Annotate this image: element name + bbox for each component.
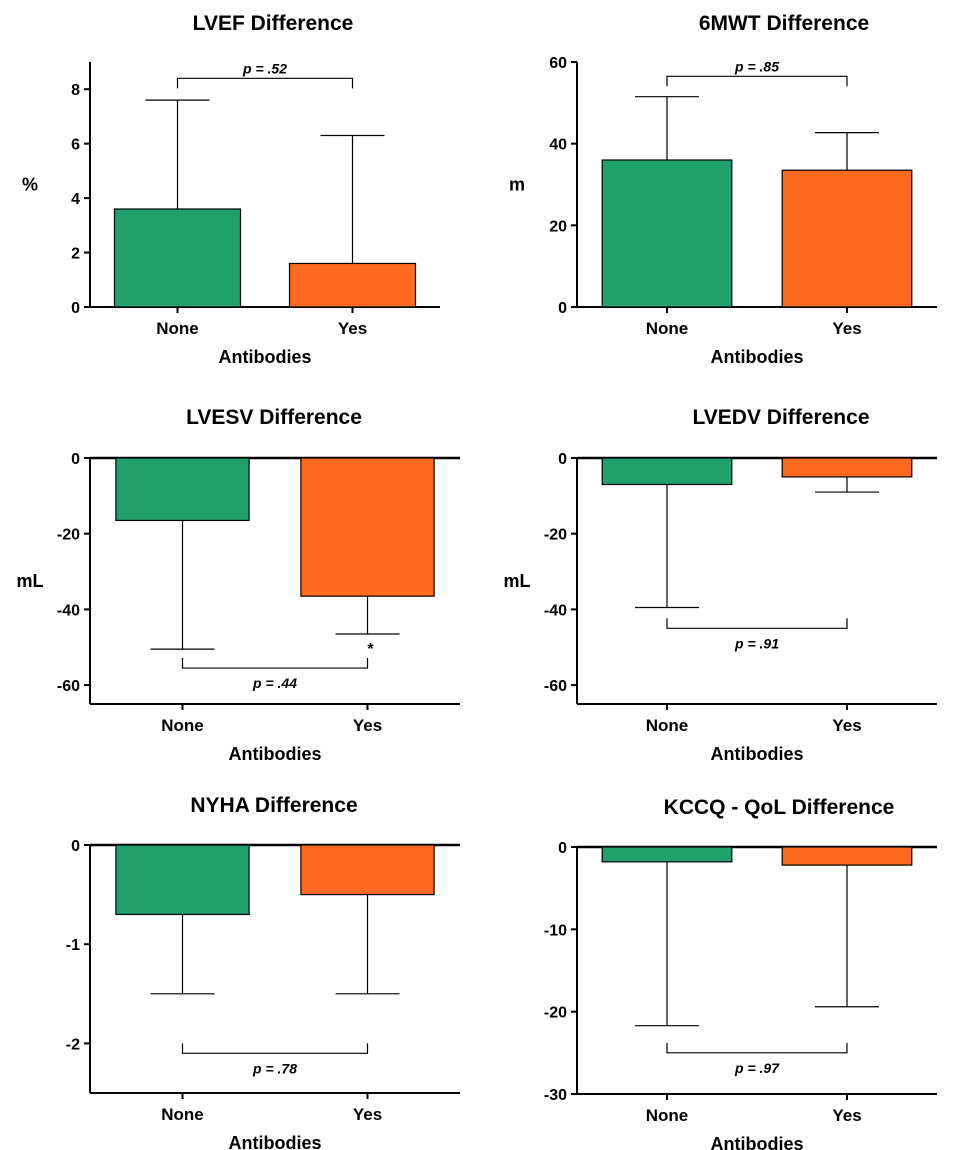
y-tick-label: 20 xyxy=(549,218,567,235)
bar-none xyxy=(115,457,250,522)
bar-yes xyxy=(781,457,913,478)
x-tick-label: None xyxy=(646,1106,689,1125)
p-value-label: p = .44 xyxy=(252,675,297,691)
significance-bracket xyxy=(666,618,848,629)
significance-bracket xyxy=(666,75,848,87)
x-tick-label: None xyxy=(646,319,689,338)
y-tick-label: 40 xyxy=(549,137,567,154)
bar-none xyxy=(113,208,242,308)
y-tick-label: -20 xyxy=(57,527,80,544)
x-tick-label: Yes xyxy=(353,1105,382,1124)
y-tick-label: 0 xyxy=(558,451,567,468)
panel-lvedv: LVEDV Difference 0 -20 -40 -60 None Yes Antibo… xyxy=(477,390,954,770)
y-tick-label: -60 xyxy=(57,678,80,695)
x-axis-title: Antibodies xyxy=(229,744,322,764)
p-value-label: p = .85 xyxy=(734,58,779,74)
bar-chart-kccq: 0 -10 -20 -30 None Yes Antibodies p = .97 xyxy=(544,840,937,1150)
panel-nyha: NYHA Difference 0 -1 -2 None Yes Antibodies p … xyxy=(0,780,477,1150)
bar-yes xyxy=(288,262,417,308)
significance-bracket xyxy=(666,1042,848,1054)
p-value-label: p = .91 xyxy=(734,635,779,651)
bar-yes xyxy=(300,457,435,597)
bar-chart-lvef: 0 2 4 6 8 None Yes Antibodies% p = .52 xyxy=(22,60,440,367)
y-tick-label: -20 xyxy=(544,1005,567,1022)
panel-lvesv: LVESV Difference 0 -20 -40 -60 None Yes Antibo… xyxy=(0,390,477,770)
chart-title: LVESV Difference xyxy=(186,406,362,429)
y-tick-label: -20 xyxy=(544,527,567,544)
y-tick-label: 60 xyxy=(549,55,567,72)
x-axis-title: Antibodies xyxy=(711,744,804,764)
bar-yes xyxy=(781,169,913,308)
bar-yes xyxy=(300,844,435,896)
y-axis-title: mL xyxy=(504,571,531,591)
chart-title: NYHA Difference xyxy=(190,794,358,817)
p-value-label: p = .78 xyxy=(252,1060,297,1076)
chart-title: LVEF Difference xyxy=(192,12,354,35)
x-tick-label: None xyxy=(161,716,204,735)
significance-bracket xyxy=(181,658,369,669)
y-tick-label: -1 xyxy=(66,937,80,954)
panel-6mwt: 6MWT Difference 0 20 40 60 None Yes Antibodies… xyxy=(477,0,954,380)
y-axis-title: m xyxy=(509,175,525,195)
y-tick-label: -40 xyxy=(57,602,80,619)
panel-kccq: KCCQ - QoL Difference 0 -10 -20 -30 None Yes A… xyxy=(477,780,954,1150)
bar-chart-lvesv: 0 -20 -40 -60 None Yes Antibodies mL p = .44 * xyxy=(17,451,460,764)
chart-title: LVEDV Difference xyxy=(692,406,870,429)
y-tick-label: -10 xyxy=(544,922,567,939)
bar-none xyxy=(601,846,733,863)
y-tick-label: 0 xyxy=(71,838,80,855)
y-tick-label: -30 xyxy=(544,1087,567,1104)
bar-none xyxy=(601,159,733,308)
x-tick-label: None xyxy=(161,1105,204,1124)
x-tick-label: Yes xyxy=(338,319,367,338)
x-axis-title: Antibodies xyxy=(711,347,804,367)
y-tick-label: -60 xyxy=(544,678,567,695)
y-tick-label: 2 xyxy=(71,246,80,263)
x-tick-label: None xyxy=(646,716,689,735)
bar-chart-nyha: 0 -1 -2 None Yes Antibodies p = .78 xyxy=(66,838,460,1150)
y-tick-label: 0 xyxy=(71,451,80,468)
panel-lvef: LVEF Difference 0 2 4 6 8 None Yes Antibodies% p… xyxy=(0,0,477,380)
y-tick-label: 8 xyxy=(71,82,80,99)
x-tick-label: Yes xyxy=(832,319,861,338)
x-tick-label: Yes xyxy=(353,716,382,735)
y-tick-label: -2 xyxy=(66,1036,80,1053)
y-tick-label: 4 xyxy=(71,191,80,208)
y-tick-label: 0 xyxy=(558,300,567,317)
y-axis-title: mL xyxy=(17,571,44,591)
significance-star: * xyxy=(367,641,374,658)
x-axis-title: Antibodies xyxy=(711,1134,804,1150)
chart-title: KCCQ - QoL Difference xyxy=(663,796,895,819)
bar-none xyxy=(601,457,733,486)
bar-chart-lvedv: 0 -20 -40 -60 None Yes Antibodies mL p = .91 xyxy=(504,451,937,764)
y-tick-label: 6 xyxy=(71,137,80,154)
x-axis-title: Antibodies xyxy=(219,347,312,367)
y-tick-label: -40 xyxy=(544,602,567,619)
y-tick-label: 0 xyxy=(558,840,567,857)
y-axis-title: % xyxy=(22,175,38,195)
x-tick-label: Yes xyxy=(832,716,861,735)
x-tick-label: None xyxy=(156,319,199,338)
significance-bracket xyxy=(176,77,354,89)
x-tick-label: Yes xyxy=(832,1106,861,1125)
p-value-label: p = .52 xyxy=(242,60,287,76)
significance-bracket xyxy=(181,1043,369,1054)
y-tick-label: 0 xyxy=(71,300,80,317)
chart-title: 6MWT Difference xyxy=(698,12,870,35)
bar-chart-6mwt: 0 20 40 60 None Yes Antibodies m p = .85 xyxy=(509,55,937,367)
p-value-label: p = .97 xyxy=(734,1060,780,1076)
bar-yes xyxy=(781,846,913,866)
bar-none xyxy=(115,844,250,916)
x-axis-title: Antibodies xyxy=(229,1133,322,1150)
